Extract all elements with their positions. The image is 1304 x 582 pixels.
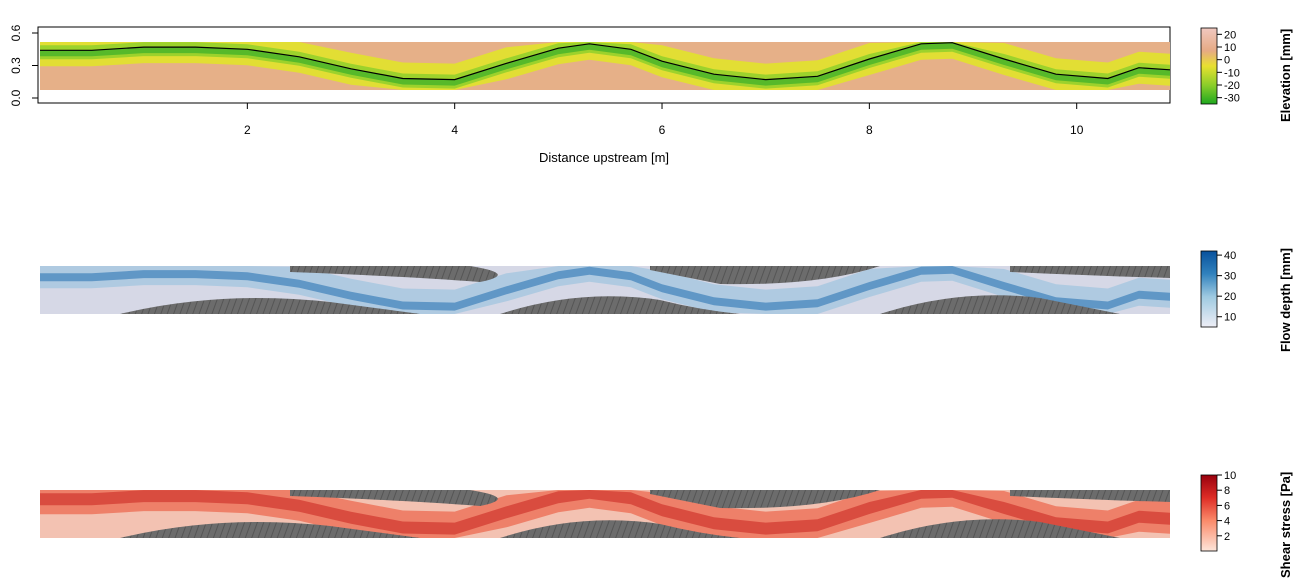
elevation-y-axis: 0.0 0.3 0.6 [9,24,38,106]
dry-bar-area [290,490,498,506]
dry-bar-area [1010,490,1170,502]
colorbar-tick-label: 20 [1224,291,1236,303]
dry-bar-area [650,266,880,285]
dry-bar-area [1010,266,1170,278]
x-tick-label: 8 [866,123,873,137]
flow-depth-colorbar-ticks: 40 30 20 10 [1217,250,1236,324]
elevation-x-axis: 2 4 6 8 10 [244,103,1084,137]
y-tick-label: 0.0 [9,89,23,106]
elevation-colorbar [1200,27,1218,105]
colorbar-tick-label: 8 [1224,485,1230,497]
colorbar-tick-label: 10 [1224,470,1236,482]
dry-bar-area [650,490,880,509]
flow-depth-panel: 40 30 20 10 Flow depth [mm] [40,248,1293,352]
x-tick-label: 10 [1070,123,1084,137]
colorbar-tick-label: 20 [1224,29,1236,41]
flow-depth-channel-bands [40,266,1170,314]
flow-depth-colorbar [1200,250,1218,328]
colorbar-tick-label: -30 [1224,93,1240,105]
colorbar-tick-label: 4 [1224,516,1230,528]
dry-bar-area [500,520,740,538]
shear-stress-colorbar-ticks: 10 8 6 4 2 [1217,470,1236,543]
colorbar-tick-label: -10 [1224,67,1240,79]
colorbar-tick-label: 10 [1224,312,1236,324]
dry-bar-area [880,519,1120,538]
x-tick-label: 2 [244,123,251,137]
shear-stress-colorbar [1200,474,1218,552]
dry-bar-area [120,298,420,314]
dry-bar-area [500,296,740,314]
colorbar-tick-label: 6 [1224,500,1230,512]
elevation-deep-band [40,42,1170,86]
dry-bar-area [290,266,498,282]
shear-stress-core [40,490,1170,535]
shear-stress-panel: 10 8 6 4 2 Shear stress [Pa] [40,470,1293,578]
elevation-x-axis-title: Distance upstream [m] [539,150,669,165]
colorbar-tick-label: 0 [1224,55,1230,67]
y-tick-label: 0.6 [9,24,23,41]
elevation-panel: 2 4 6 8 10 0.0 0.3 0.6 Distance upstream [m] 2… [9,24,1293,165]
flow-depth-dry-areas [120,266,1170,314]
shear-stress-dry-areas [120,490,1170,538]
y-tick-label: 0.3 [9,57,23,74]
colorbar-tick-label: 40 [1224,250,1236,262]
dry-bar-area [120,522,420,538]
flow-depth-colorbar-title: Flow depth [mm] [1278,248,1293,352]
shear-stress-colorbar-title: Shear stress [Pa] [1278,472,1293,578]
colorbar-tick-label: 2 [1224,531,1230,543]
elevation-colorbar-title: Elevation [mm] [1278,29,1293,122]
flow-depth-core [40,266,1170,311]
x-tick-label: 4 [451,123,458,137]
dry-bar-area [880,295,1120,314]
colorbar-tick-label: -20 [1224,80,1240,92]
x-tick-label: 6 [659,123,666,137]
colorbar-tick-label: 10 [1224,42,1236,54]
thalweg-line [40,42,1171,81]
colorbar-tick-label: 30 [1224,271,1236,283]
